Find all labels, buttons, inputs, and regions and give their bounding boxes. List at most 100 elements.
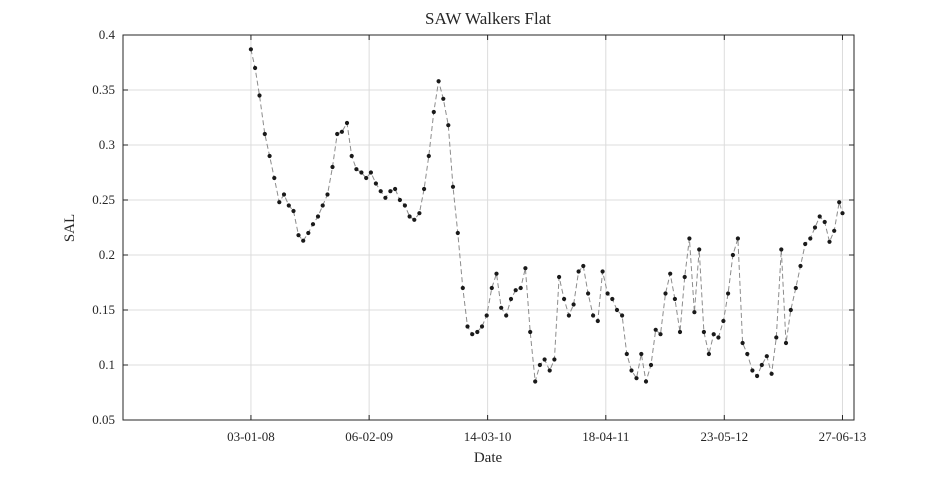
data-point — [591, 313, 596, 318]
data-point — [624, 351, 629, 357]
data-point — [581, 263, 586, 269]
data-point — [426, 153, 431, 159]
y-tick-label: 0.25 — [92, 192, 115, 207]
series-line — [250, 49, 843, 382]
data-point — [465, 324, 470, 329]
data-point — [677, 329, 683, 335]
data-point — [687, 236, 692, 241]
plot-frame — [122, 34, 855, 421]
data-point — [281, 192, 287, 197]
data-point — [499, 305, 504, 310]
data-point — [779, 247, 784, 252]
data-point — [518, 285, 523, 291]
y-tick-label: 0.15 — [92, 302, 115, 317]
data-point — [672, 296, 678, 302]
data-point — [325, 192, 330, 197]
data-point — [330, 164, 335, 170]
data-point — [711, 332, 716, 337]
x-axis-title: Date — [474, 450, 503, 466]
data-point — [494, 271, 499, 276]
y-tick-label: 0.3 — [99, 137, 115, 152]
data-point — [335, 131, 340, 137]
data-point — [286, 203, 291, 208]
data-point — [455, 230, 460, 236]
data-point — [446, 123, 451, 128]
data-point — [436, 79, 441, 84]
data-point — [373, 181, 378, 186]
data-point — [533, 379, 538, 384]
data-point — [837, 200, 842, 205]
data-point — [277, 200, 282, 205]
data-point — [562, 296, 567, 302]
data-point — [840, 211, 845, 216]
data-point — [822, 219, 827, 225]
data-point — [513, 288, 518, 293]
x-tick-label: 06-02-09 — [345, 429, 393, 444]
data-point — [547, 368, 552, 373]
data-point — [402, 203, 407, 208]
x-tick-label: 27-06-13 — [819, 429, 867, 444]
data-point — [349, 153, 354, 159]
data-point — [475, 329, 480, 335]
y-tick-label: 0.1 — [99, 357, 115, 372]
data-point — [441, 96, 446, 101]
data-point — [653, 327, 658, 332]
data-point — [798, 263, 803, 269]
data-point — [257, 93, 262, 98]
data-point — [812, 225, 818, 230]
data-point — [407, 214, 412, 219]
data-point — [571, 302, 576, 307]
data-point — [566, 313, 572, 318]
data-point — [484, 313, 489, 318]
x-tick-label: 23-05-12 — [700, 429, 748, 444]
data-point — [412, 217, 417, 222]
data-point — [537, 362, 543, 368]
data-point — [315, 214, 321, 219]
data-point — [648, 362, 654, 368]
data-point — [320, 203, 325, 208]
data-point — [528, 329, 533, 335]
data-point — [634, 376, 639, 381]
data-point — [643, 379, 649, 384]
data-point — [508, 296, 514, 302]
data-point — [682, 274, 687, 280]
data-point — [808, 236, 813, 241]
data-point — [832, 228, 837, 233]
data-point — [552, 357, 557, 362]
data-point — [764, 354, 769, 359]
data-point — [267, 153, 272, 159]
data-point — [262, 131, 267, 137]
data-point — [740, 340, 745, 346]
data-point — [479, 324, 485, 329]
data-point — [803, 241, 808, 247]
data-point — [658, 332, 663, 337]
x-tick-label: 14-03-10 — [464, 429, 512, 444]
data-point — [359, 170, 364, 175]
data-point — [769, 371, 774, 376]
data-point — [542, 357, 547, 362]
grid — [123, 34, 854, 421]
data-point — [783, 340, 789, 346]
data-point — [788, 307, 793, 313]
data-point — [431, 109, 436, 115]
data-point — [310, 222, 316, 227]
data-point — [827, 239, 832, 244]
data-point — [610, 296, 615, 302]
data-point — [668, 271, 673, 276]
data-point — [730, 252, 736, 258]
y-tick-label: 0.35 — [92, 82, 115, 97]
y-axis: 0.05 0.1 0.15 0.2 0.25 0.3 0.35 0.4 — [92, 27, 854, 427]
data-point — [248, 47, 253, 52]
data-point — [253, 65, 258, 71]
data-point — [745, 351, 750, 357]
data-point — [817, 214, 822, 219]
series-layer — [248, 47, 845, 384]
data-point — [663, 291, 668, 296]
data-point — [301, 238, 306, 243]
data-point — [759, 362, 764, 368]
data-point — [557, 274, 562, 280]
y-tick-label: 0.4 — [99, 27, 116, 42]
data-point — [614, 307, 620, 313]
